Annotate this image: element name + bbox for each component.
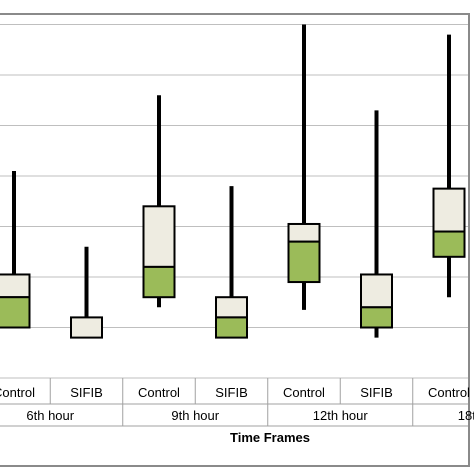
box-upper (70, 316, 103, 339)
x-tick-label: SIFIB (70, 385, 103, 400)
group-label: 18th hour (458, 408, 474, 423)
box-upper (287, 222, 321, 243)
group-label: 9th hour (171, 408, 219, 423)
box-upper (215, 296, 248, 319)
box-lower (360, 306, 393, 329)
x-axis: Control SIFIB Control SIFIB Control SIFIB Cont… (0, 378, 474, 427)
x-tick-label: SIFIB (360, 385, 393, 400)
box-series (0, 24, 466, 339)
group-label: 6th hour (26, 408, 74, 423)
box-4 (287, 24, 321, 310)
x-tick-label: Control (428, 385, 470, 400)
chart-border (0, 13, 470, 467)
box-6 (432, 34, 466, 298)
group-label: 12th hour (313, 408, 369, 423)
box-3 (215, 186, 248, 339)
box-upper (360, 273, 393, 309)
x-tick-label: SIFIB (215, 385, 248, 400)
box-2 (142, 95, 176, 308)
box-0 (0, 170, 31, 329)
box-lower (142, 265, 176, 299)
box-upper (432, 187, 466, 233)
box-upper (142, 205, 176, 268)
box-upper (0, 273, 31, 299)
box-lower (287, 240, 321, 284)
box-lower (432, 230, 466, 258)
box-1 (70, 246, 103, 339)
x-tick-label: Control (138, 385, 180, 400)
box-5 (360, 110, 393, 338)
box-lower (215, 316, 248, 339)
x-tick-label: Control (0, 385, 35, 400)
x-tick-label: Control (283, 385, 325, 400)
box-lower (0, 296, 31, 329)
x-axis-title: Time Frames (230, 430, 310, 445)
